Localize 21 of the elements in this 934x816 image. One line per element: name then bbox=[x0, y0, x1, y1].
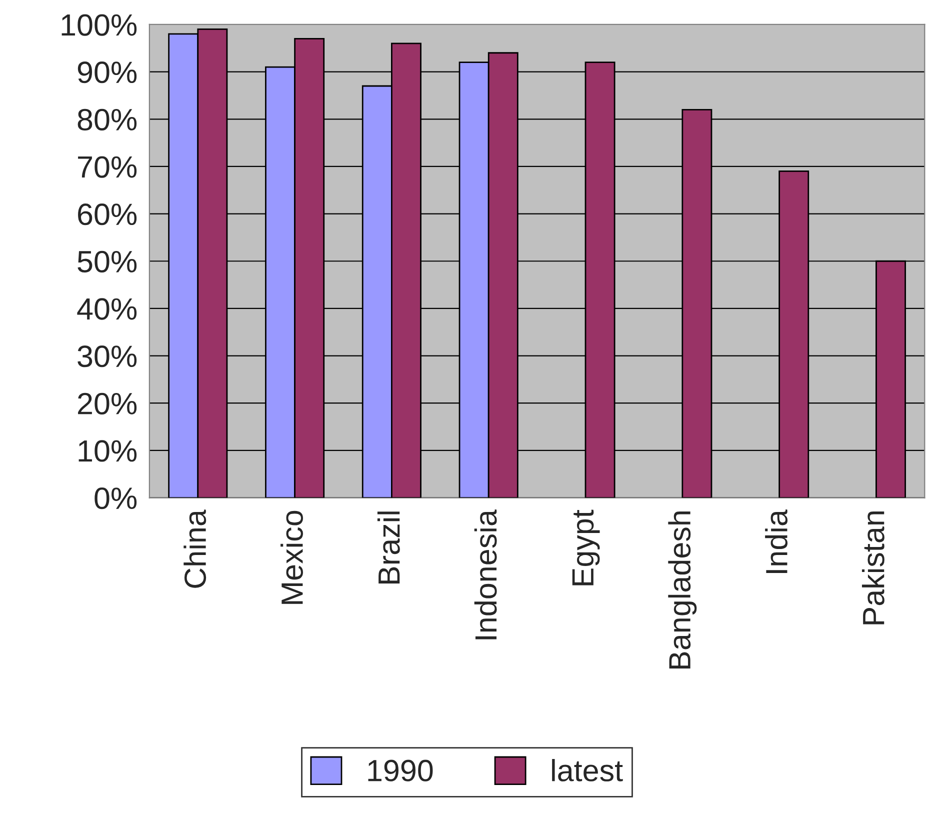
y-tick-label: 40% bbox=[77, 298, 137, 320]
x-tick-label: Brazil bbox=[377, 512, 400, 584]
y-tick-label: 30% bbox=[78, 346, 137, 368]
x-tick-label: Mexico bbox=[280, 510, 303, 604]
y-tick-label: 60% bbox=[78, 204, 137, 226]
legend-label: 1990 bbox=[368, 760, 433, 782]
x-tick-label: China bbox=[184, 510, 206, 588]
y-tick-label: 0% bbox=[94, 487, 137, 510]
x-tick-label: Bangladesh bbox=[668, 512, 697, 668]
y-tick-label: 80% bbox=[78, 108, 137, 131]
legend-label: latest bbox=[552, 758, 623, 782]
y-tick-label: 20% bbox=[78, 392, 137, 414]
y-tick-label: 50% bbox=[78, 250, 137, 272]
x-tick-label: India bbox=[765, 510, 788, 573]
x-tick-label: Pakistan bbox=[862, 512, 884, 624]
y-tick-label: 100% bbox=[62, 14, 137, 36]
y-tick-label: 10% bbox=[78, 440, 137, 462]
y-tick-label: 90% bbox=[78, 62, 137, 84]
x-tick-label: Egypt bbox=[572, 510, 600, 586]
y-tick-label: 70% bbox=[78, 156, 137, 178]
x-tick-label: Indonesia bbox=[474, 510, 497, 640]
